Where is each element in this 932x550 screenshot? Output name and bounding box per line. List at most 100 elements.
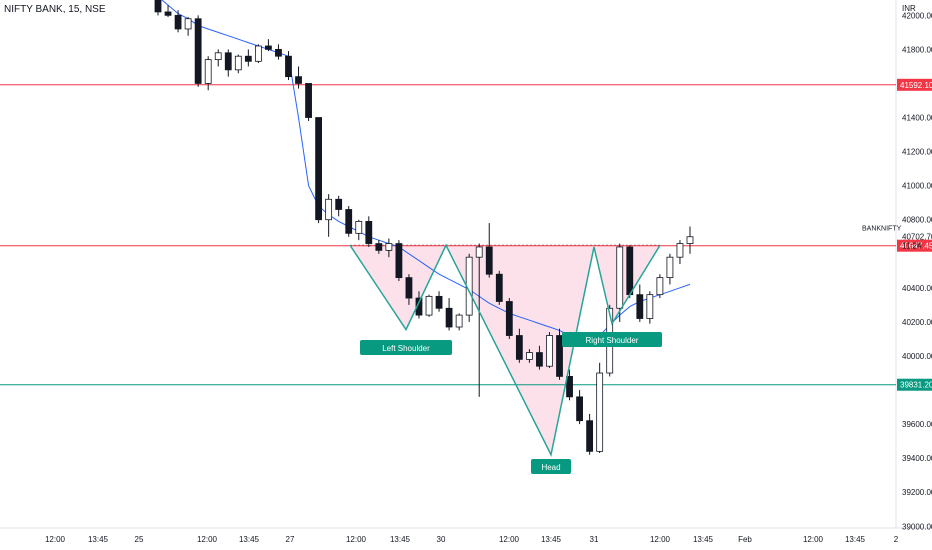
- candle-body: [566, 376, 573, 398]
- time-tick-label: 27: [286, 535, 295, 544]
- time-tick-label: 13:45: [88, 535, 109, 544]
- candle-body: [425, 295, 433, 316]
- time-tick-label: 2: [894, 535, 899, 544]
- price-tick-label: 41400.00: [902, 114, 932, 123]
- time-tick-label: 12:00: [45, 535, 66, 544]
- time-tick-label: 12:00: [803, 535, 824, 544]
- candle-body: [495, 273, 503, 302]
- candle-body: [556, 335, 563, 377]
- time-tick-label: 25: [135, 535, 144, 544]
- level-price-tag: [897, 378, 932, 391]
- candle-body: [375, 243, 383, 251]
- price-tick-label: 39400.00: [902, 454, 932, 463]
- candle-body: [234, 55, 242, 71]
- candle-body: [616, 246, 624, 309]
- time-tick-label: 13:45: [541, 535, 562, 544]
- candle-body: [325, 198, 333, 221]
- candle-body: [656, 277, 664, 296]
- countdown-timer: 11:24: [902, 241, 922, 250]
- last-price-value: 40702.70: [902, 232, 932, 241]
- candle-body: [686, 236, 694, 244]
- candle-body: [164, 11, 172, 16]
- candle-body: [435, 295, 443, 309]
- pattern-fill: [350, 245, 660, 455]
- candle-body: [194, 18, 202, 84]
- time-tick-label: 12:00: [499, 535, 520, 544]
- level-price-tag-text: 40647.45: [900, 242, 932, 251]
- pattern-label-bg: [531, 459, 571, 474]
- price-tick-label: 42000.00: [902, 11, 932, 20]
- candle-body: [244, 55, 252, 62]
- candle-body: [254, 45, 262, 62]
- pattern-label-bg: [562, 332, 662, 347]
- candle-body: [455, 314, 463, 328]
- price-tick-label: 40000.00: [902, 352, 932, 361]
- price-tick-label: 41800.00: [902, 45, 932, 54]
- time-tick-label: 12:00: [650, 535, 671, 544]
- price-tick-label: 41000.00: [902, 182, 932, 191]
- candle-body: [204, 59, 212, 84]
- candle-body: [214, 52, 222, 61]
- candle-body: [485, 246, 493, 275]
- candle-body: [385, 243, 393, 251]
- time-tick-label: 13:45: [845, 535, 866, 544]
- time-tick-label: 12:00: [197, 535, 218, 544]
- pattern-label-bg: [360, 340, 452, 355]
- pattern-label: Head: [541, 463, 560, 472]
- price-tick-label: 40800.00: [902, 216, 932, 225]
- candle-body: [345, 209, 353, 234]
- candle-body: [596, 372, 604, 452]
- candle-body: [355, 221, 363, 234]
- candle-body: [536, 352, 543, 367]
- candle-body: [666, 256, 674, 279]
- candle-body: [515, 335, 523, 360]
- candle-body: [365, 221, 373, 244]
- price-tick-label: 39600.00: [902, 420, 932, 429]
- candle-body: [676, 243, 684, 258]
- price-tick-label: 40200.00: [902, 318, 932, 327]
- time-tick-label: 12:00: [346, 535, 367, 544]
- candle-body: [285, 55, 292, 78]
- pattern-zigzag: [349, 243, 661, 458]
- time-tick-label: 31: [590, 535, 599, 544]
- candle-body: [154, 0, 162, 13]
- price-tick-label: 39000.00: [902, 522, 932, 531]
- candle-body: [405, 277, 413, 299]
- currency-label: INR: [902, 4, 916, 13]
- candle-body: [305, 83, 312, 118]
- level-price-tag: [897, 78, 932, 91]
- candle-body: [335, 198, 343, 210]
- candle-body: [525, 352, 533, 360]
- level-price-tag: [897, 239, 932, 252]
- candle-body: [224, 52, 232, 71]
- candle-body: [586, 420, 594, 452]
- candle-body: [415, 297, 423, 316]
- time-tick-label: 30: [437, 535, 446, 544]
- time-tick-label: Feb: [738, 535, 752, 544]
- level-price-tag-text: 41592.10: [900, 81, 932, 90]
- symbol-title: NIFTY BANK, 15, NSE: [4, 4, 106, 15]
- candle-body: [576, 396, 583, 422]
- price-tick-label: 39200.00: [902, 488, 932, 497]
- price-tick-label: 41200.00: [902, 148, 932, 157]
- candle-body: [395, 243, 403, 279]
- candle-body: [505, 301, 513, 336]
- candle-body: [174, 14, 182, 30]
- candle-body: [295, 76, 302, 84]
- candle-body: [184, 18, 192, 30]
- pattern-label: Right Shoulder: [586, 336, 639, 345]
- candle-body: [546, 335, 553, 367]
- candle-body: [265, 45, 272, 50]
- time-tick-label: 13:45: [390, 535, 411, 544]
- candle-body: [475, 246, 483, 258]
- candle-body: [445, 307, 453, 328]
- candle-body: [275, 48, 282, 57]
- candle-body: [626, 246, 634, 296]
- time-tick-label: 13:45: [239, 535, 260, 544]
- candle-body: [636, 294, 644, 319]
- last-price-symbol: BANKNIFTY: [862, 225, 902, 232]
- pattern-label: Left Shoulder: [382, 344, 430, 353]
- price-tick-label: 40400.00: [902, 284, 932, 293]
